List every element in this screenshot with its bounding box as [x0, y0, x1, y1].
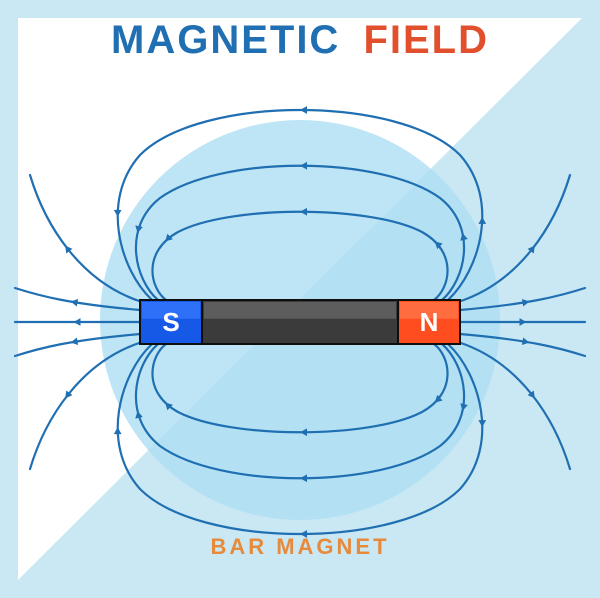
diagram-svg: SN — [0, 0, 600, 598]
bar-magnet: SN — [140, 300, 460, 344]
infographic-frame: SN — [0, 0, 600, 598]
south-pole-label: S — [162, 307, 179, 337]
north-pole-label: N — [420, 307, 439, 337]
